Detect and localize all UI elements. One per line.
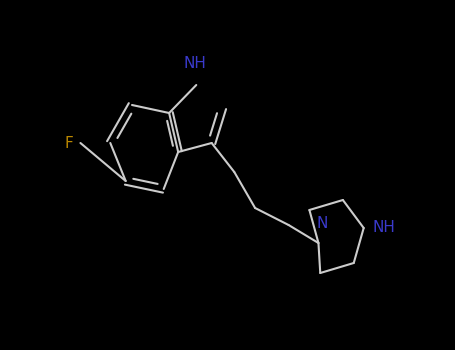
Text: NH: NH — [183, 56, 206, 71]
Text: F: F — [65, 135, 73, 150]
Text: NH: NH — [373, 220, 396, 236]
Text: N: N — [316, 216, 328, 231]
